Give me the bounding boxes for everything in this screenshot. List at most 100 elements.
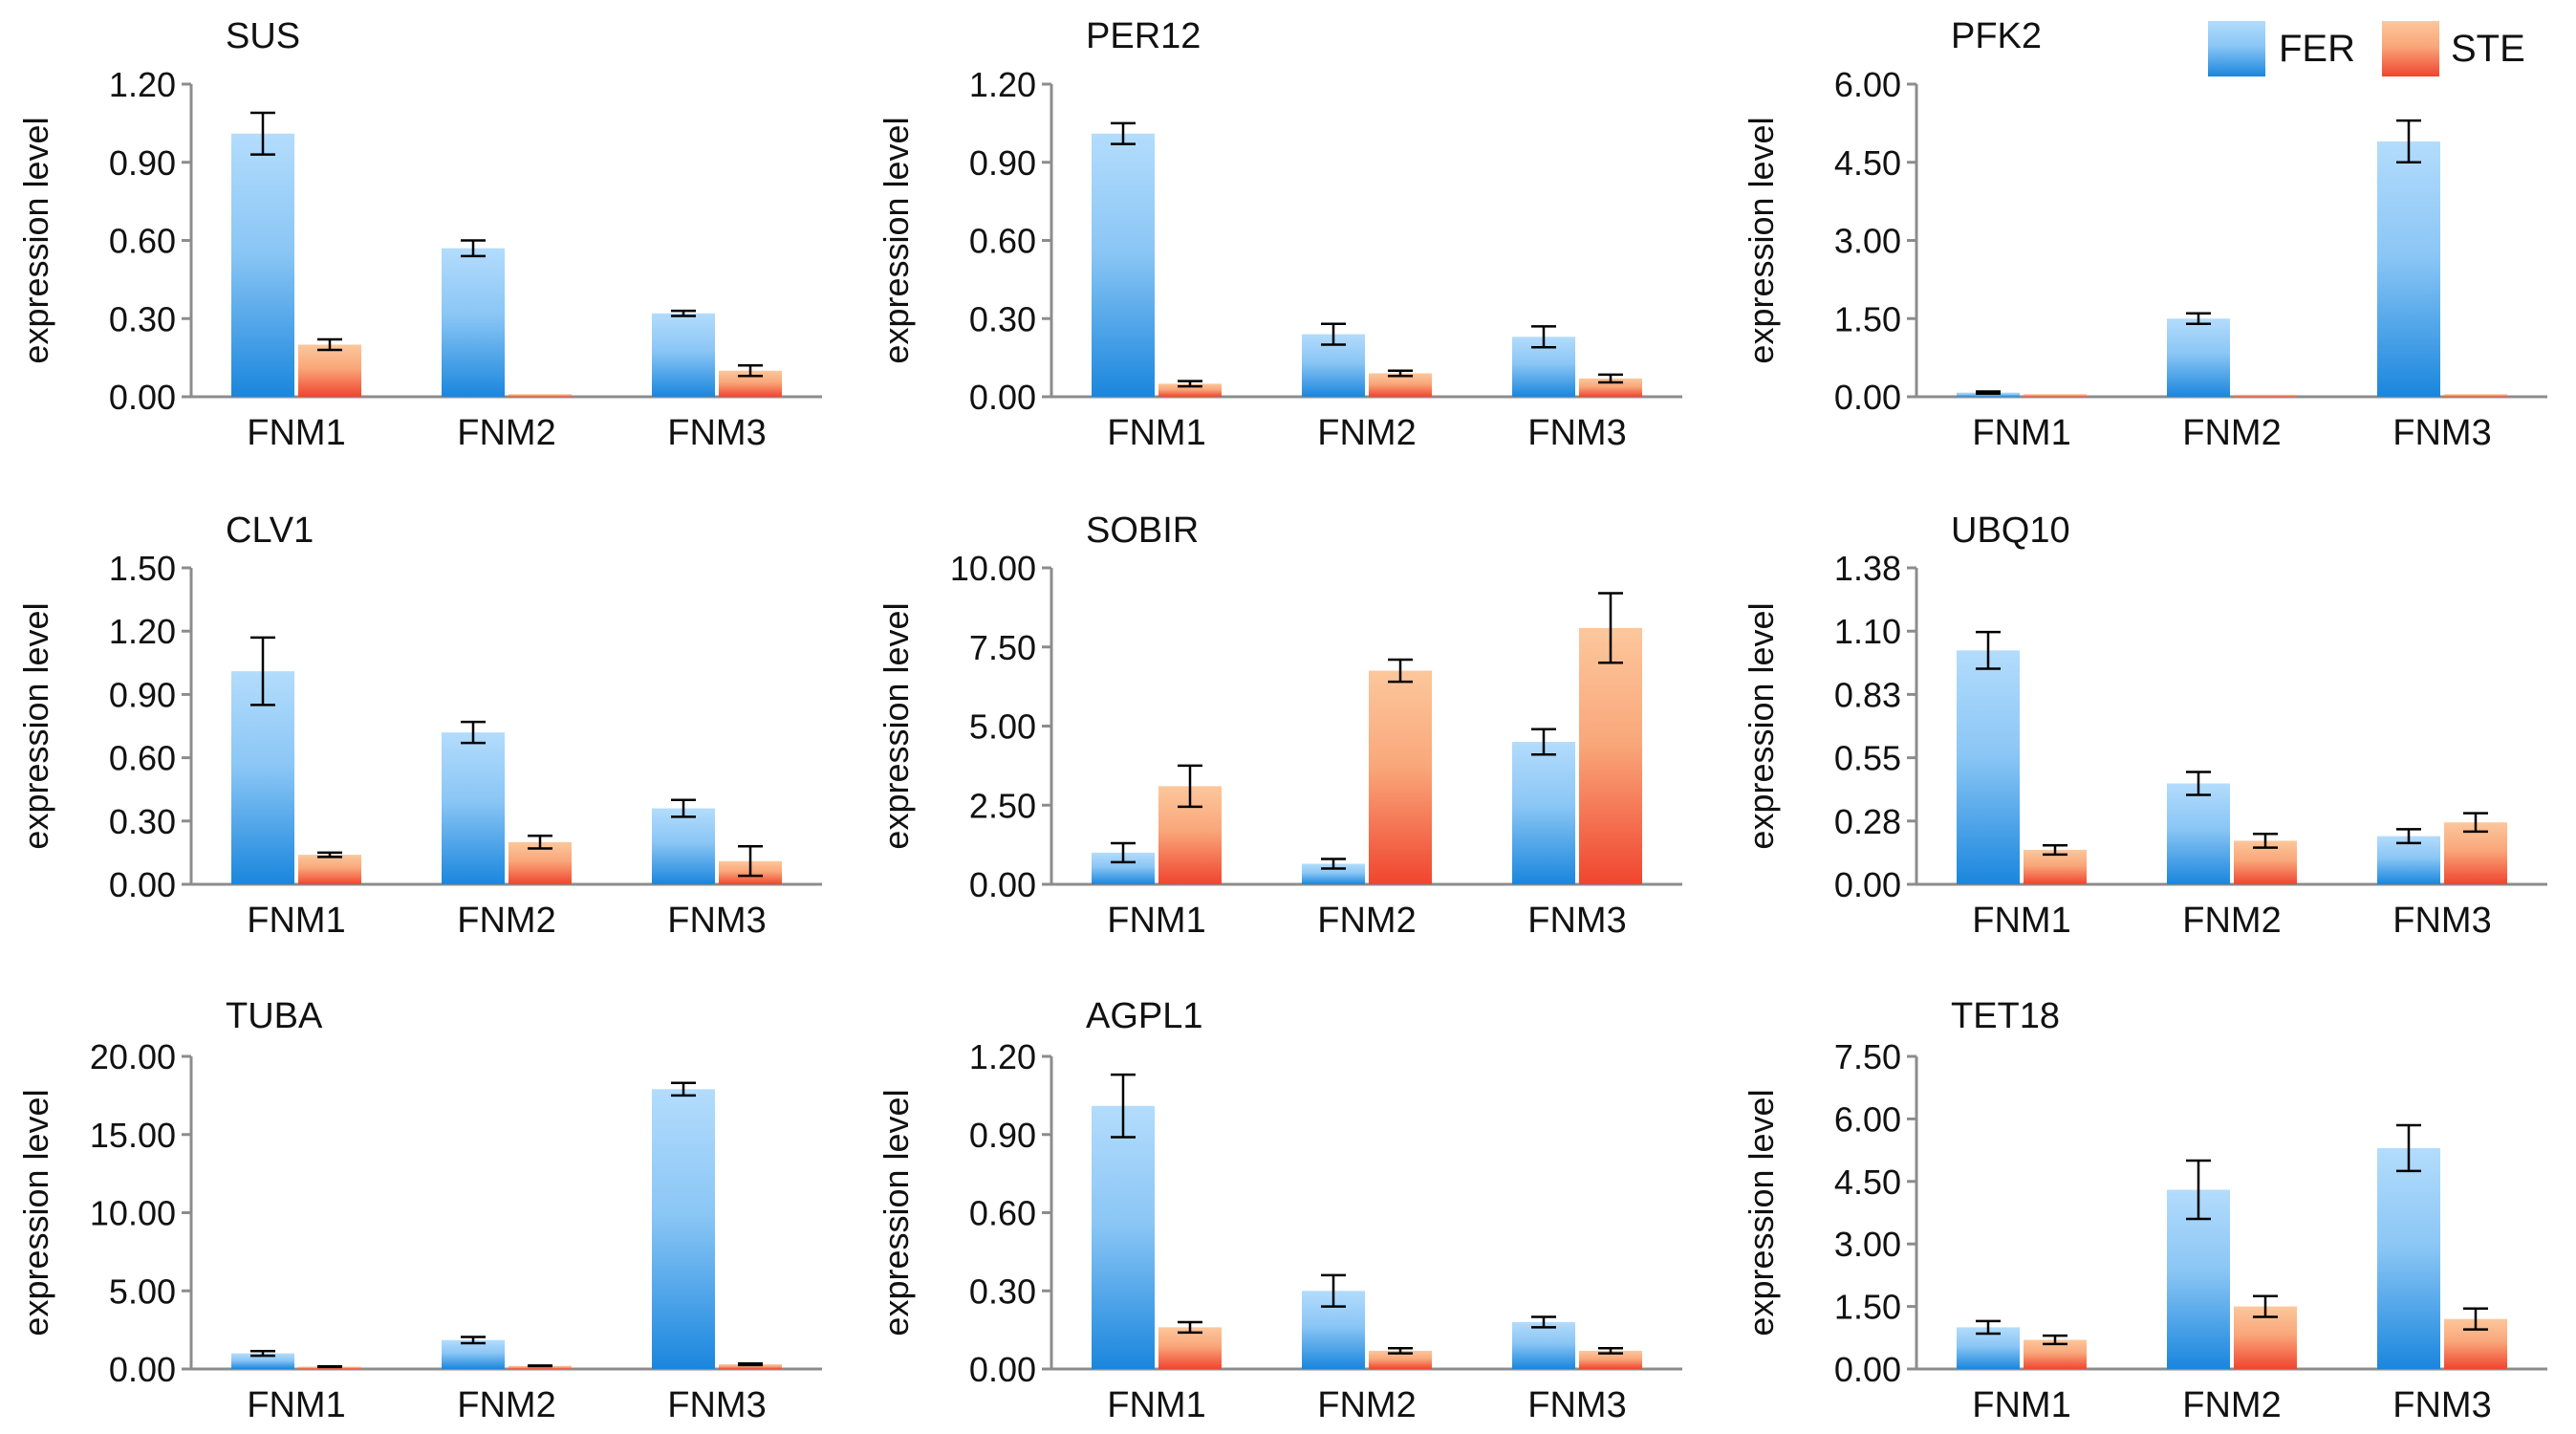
y-tick-label: 7.50 xyxy=(1834,1037,1901,1076)
legend-swatch-ste xyxy=(2382,21,2439,76)
chart-panel: AGPL1 expression level 0.00 0.30 0.60 0.90 1.2… xyxy=(877,996,1682,1425)
chart-title: SUS xyxy=(226,16,300,56)
y-axis-label: expression level xyxy=(16,117,55,363)
bar-ste xyxy=(1579,378,1642,397)
y-tick-label: 1.50 xyxy=(1834,1288,1901,1327)
x-tick-label: FNM2 xyxy=(457,413,555,453)
y-tick-label: 0.90 xyxy=(969,1116,1036,1155)
y-tick-label: 0.60 xyxy=(969,1194,1036,1233)
y-tick-label: 0.00 xyxy=(109,1350,176,1389)
chart-panel: PER12 expression level 0.00 0.30 0.60 0.90 1.2… xyxy=(877,16,1682,453)
y-tick-label: 15.00 xyxy=(90,1116,176,1155)
bar-fer xyxy=(1092,1105,1155,1369)
legend: FER STE xyxy=(2208,21,2525,76)
bar-ste xyxy=(1158,1327,1222,1369)
y-tick-label: 0.30 xyxy=(109,802,176,841)
y-axis-label: expression level xyxy=(877,117,916,363)
bar-ste xyxy=(298,855,361,884)
y-tick-label: 5.00 xyxy=(969,707,1036,747)
x-tick-label: FNM3 xyxy=(2392,413,2491,453)
bar-fer xyxy=(1302,863,1365,884)
y-tick-label: 1.50 xyxy=(109,549,176,588)
bar-fer xyxy=(231,671,294,884)
x-tick-label: FNM1 xyxy=(1107,1385,1205,1425)
chart-panel: PFK2 expression level 0.00 1.50 3.00 4.50 6.00… xyxy=(1742,16,2547,453)
chart-title: SOBIR xyxy=(1086,511,1199,551)
bar-ste xyxy=(509,394,572,397)
bar-fer xyxy=(2167,318,2230,397)
x-tick-label: FNM2 xyxy=(457,1385,555,1425)
y-tick-label: 2.50 xyxy=(969,786,1036,825)
y-tick-label: 1.38 xyxy=(1834,549,1901,588)
chart-panel: CLV1 expression level 0.00 0.30 0.60 0.90 1.20… xyxy=(16,511,822,941)
y-tick-label: 10.00 xyxy=(90,1194,176,1233)
bar-ste xyxy=(719,1364,782,1369)
bar-fer xyxy=(1092,133,1155,397)
bar-ste xyxy=(509,1365,572,1369)
chart-title: CLV1 xyxy=(226,511,314,551)
y-tick-label: 5.00 xyxy=(109,1271,176,1311)
y-tick-label: 0.60 xyxy=(109,739,176,778)
chart-title: TUBA xyxy=(226,996,323,1036)
y-tick-label: 0.00 xyxy=(969,865,1036,904)
x-tick-label: FNM3 xyxy=(667,901,766,941)
x-tick-label: FNM1 xyxy=(1972,413,2070,453)
y-tick-label: 0.00 xyxy=(969,1350,1036,1389)
y-tick-label: 4.50 xyxy=(1834,1162,1901,1202)
bar-fer xyxy=(2377,141,2440,397)
y-tick-label: 1.20 xyxy=(969,1037,1036,1076)
bar-fer xyxy=(652,313,715,397)
x-tick-label: FNM3 xyxy=(667,413,766,453)
y-tick-label: 6.00 xyxy=(1834,1099,1901,1139)
bar-fer xyxy=(1512,742,1575,884)
bar-ste xyxy=(298,344,361,397)
bar-fer xyxy=(652,808,715,884)
x-tick-label: FNM2 xyxy=(1317,901,1416,941)
x-tick-label: FNM3 xyxy=(2392,1385,2491,1425)
x-tick-label: FNM1 xyxy=(1107,413,1205,453)
y-axis-label: expression level xyxy=(16,602,55,849)
chart-panel: UBQ10 expression level 0.00 0.28 0.55 0.83 1.1… xyxy=(1742,511,2547,941)
bar-fer xyxy=(442,1339,505,1369)
chart-panel: SUS expression level 0.00 0.30 0.60 0.90 1.20 F… xyxy=(16,16,822,453)
x-tick-label: FNM1 xyxy=(247,413,345,453)
x-tick-label: FNM3 xyxy=(2392,901,2491,941)
y-tick-label: 0.00 xyxy=(1834,378,1901,417)
y-tick-label: 0.60 xyxy=(969,222,1036,261)
y-tick-label: 1.10 xyxy=(1834,612,1901,651)
x-tick-label: FNM3 xyxy=(667,1385,766,1425)
bar-ste xyxy=(1369,1350,1432,1369)
bar-ste xyxy=(1158,383,1222,397)
chart-panel: TUBA expression level 0.00 5.00 10.00 15.00 20… xyxy=(16,996,822,1425)
x-tick-label: FNM2 xyxy=(2182,413,2281,453)
x-tick-label: FNM2 xyxy=(2182,1385,2281,1425)
bar-ste xyxy=(2444,394,2507,397)
chart-title: PER12 xyxy=(1086,16,1201,56)
legend-label-fer: FER xyxy=(2279,28,2355,70)
bar-ste xyxy=(1579,1350,1642,1369)
y-axis-label: expression level xyxy=(16,1089,55,1336)
y-tick-label: 0.00 xyxy=(1834,1350,1901,1389)
legend-swatch-fer xyxy=(2208,21,2265,76)
y-axis-label: expression level xyxy=(877,1089,916,1336)
bar-fer xyxy=(231,133,294,397)
chart-title: AGPL1 xyxy=(1086,996,1203,1036)
y-tick-label: 1.20 xyxy=(109,612,176,651)
chart-panel: TET18 expression level 0.00 1.50 3.00 4.50 6.0… xyxy=(1742,996,2547,1425)
bar-ste xyxy=(2024,394,2087,397)
x-tick-label: FNM1 xyxy=(1972,901,2070,941)
chart-title: TET18 xyxy=(1951,996,2060,1036)
y-axis-label: expression level xyxy=(1742,117,1781,363)
y-tick-label: 1.20 xyxy=(109,65,176,104)
y-tick-label: 0.90 xyxy=(109,143,176,183)
y-tick-label: 0.30 xyxy=(969,1271,1036,1311)
y-tick-label: 7.50 xyxy=(969,628,1036,667)
y-tick-label: 0.28 xyxy=(1834,802,1901,841)
bar-fer xyxy=(442,248,505,397)
bar-ste xyxy=(2234,394,2297,397)
bar-fer xyxy=(2377,1147,2440,1369)
chart-panel: SOBIR expression level 0.00 2.50 5.00 7.50 10.… xyxy=(877,511,1682,941)
bar-fer xyxy=(2167,783,2230,884)
y-tick-label: 20.00 xyxy=(90,1037,176,1076)
